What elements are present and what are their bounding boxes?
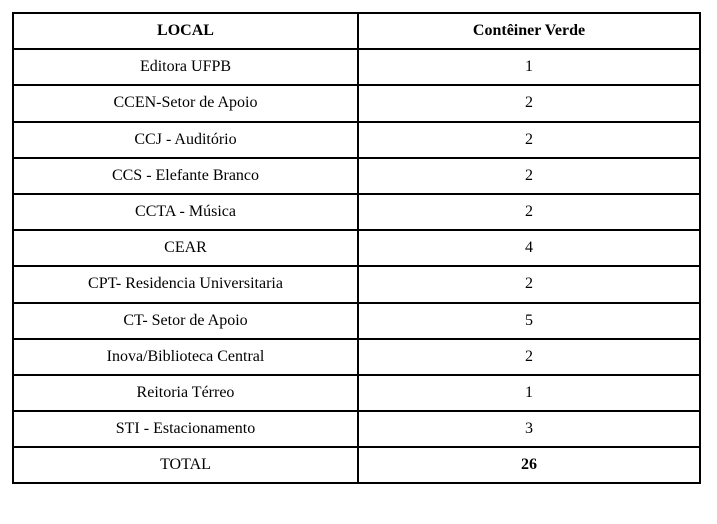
table-row: CCTA - Música 2: [12, 192, 701, 232]
table-row: CCEN-Setor de Apoio 2: [12, 84, 701, 123]
local-cell: Reitoria Térreo: [12, 373, 359, 413]
local-cell: CCJ - Auditório: [12, 120, 359, 159]
count-cell: 2: [357, 192, 701, 232]
table-row: Inova/Biblioteca Central 2: [12, 337, 701, 376]
count-cell: 4: [357, 229, 701, 268]
count-cell: 1: [357, 48, 701, 87]
table-row: CT- Setor de Apoio 5: [12, 301, 701, 340]
local-cell: STI - Estacionamento: [12, 410, 359, 449]
local-cell: CPT- Residencia Universitaria: [12, 265, 359, 304]
header-local: LOCAL: [12, 11, 359, 51]
local-cell: CEAR: [12, 229, 359, 268]
table-row: Editora UFPB 1: [12, 48, 701, 87]
local-cell: CCTA - Música: [12, 192, 359, 232]
table-row: CPT- Residencia Universitaria 2: [12, 265, 701, 304]
table-row: STI - Estacionamento 3: [12, 410, 701, 449]
count-cell: 2: [357, 265, 701, 304]
total-value: 26: [357, 446, 701, 485]
count-cell: 2: [357, 337, 701, 376]
count-cell: 2: [357, 156, 701, 195]
count-cell: 2: [357, 84, 701, 123]
local-cell: CT- Setor de Apoio: [12, 301, 359, 340]
count-cell: 2: [357, 120, 701, 159]
total-row: TOTAL 26: [12, 446, 701, 485]
count-cell: 3: [357, 410, 701, 449]
local-cell: CCS - Elefante Branco: [12, 156, 359, 195]
container-table: LOCAL Contêiner Verde Editora UFPB 1 CCEN-…: [12, 11, 701, 485]
local-cell: Inova/Biblioteca Central: [12, 337, 359, 376]
header-conteiner-verde: Contêiner Verde: [357, 11, 701, 51]
count-cell: 5: [357, 301, 701, 340]
count-cell: 1: [357, 373, 701, 413]
table-row: Reitoria Térreo 1: [12, 373, 701, 413]
total-label: TOTAL: [12, 446, 359, 485]
table-row: CEAR 4: [12, 229, 701, 268]
table-row: CCJ - Auditório 2: [12, 120, 701, 159]
local-cell: CCEN-Setor de Apoio: [12, 84, 359, 123]
local-cell: Editora UFPB: [12, 48, 359, 87]
table-row: CCS - Elefante Branco 2: [12, 156, 701, 195]
header-row: LOCAL Contêiner Verde: [12, 11, 701, 51]
